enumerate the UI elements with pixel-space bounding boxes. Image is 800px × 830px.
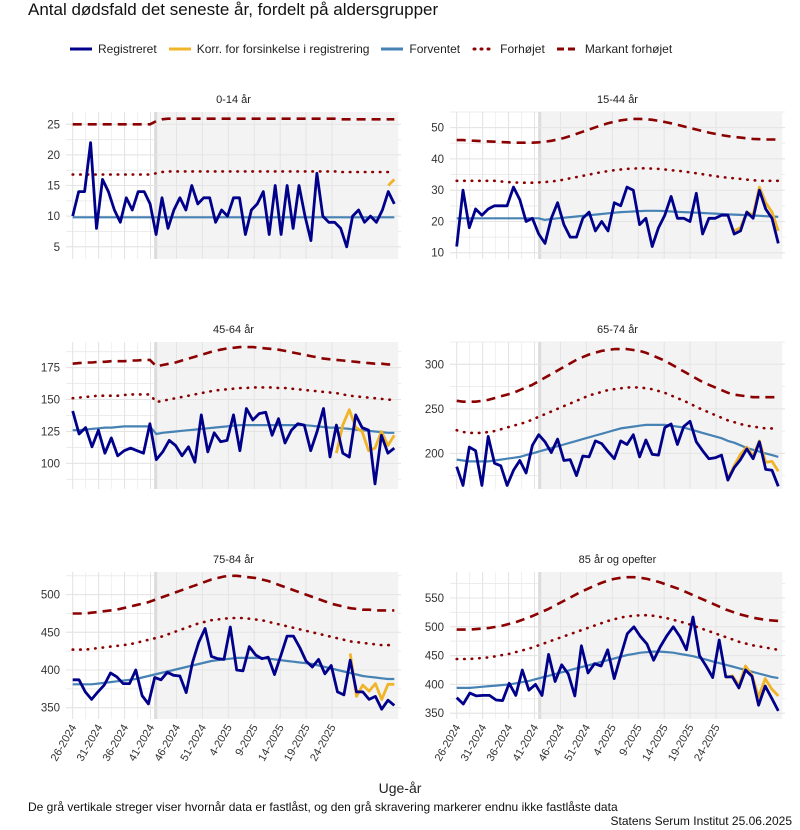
panel-1: 15-44 år 10 20 30 40 50 bbox=[431, 94, 785, 260]
panel-2: 45-64 år 100 125 150 175 bbox=[41, 324, 401, 489]
y-tick-label: 25 bbox=[47, 119, 60, 131]
series-line-registreret bbox=[71, 407, 396, 486]
panel-0: 0-14 år 5 10 15 20 25 bbox=[47, 94, 401, 259]
y-tick-label: 350 bbox=[41, 703, 60, 715]
series-line-registreret bbox=[455, 615, 780, 712]
unlocked-region bbox=[155, 342, 399, 489]
x-tick-label: 4-2025 bbox=[591, 723, 619, 759]
series-line-registreret bbox=[455, 419, 780, 487]
legend-swatch-markant bbox=[556, 47, 579, 51]
panel-title: 15-44 år bbox=[597, 94, 638, 106]
legend-label-korrigeret: Korr. for forsinkelse i registrering bbox=[196, 42, 370, 56]
series-line-forh-jet bbox=[71, 616, 396, 651]
y-tick-label: 400 bbox=[41, 665, 60, 677]
legend-swatch-korrigeret bbox=[168, 47, 191, 51]
series-line-korr-for-forsinkelse-i-registrering bbox=[335, 408, 396, 454]
y-tick-label: 175 bbox=[41, 363, 60, 375]
x-tick-label: 4-2025 bbox=[207, 723, 235, 759]
y-tick-label: 500 bbox=[425, 622, 444, 634]
y-tick-label: 10 bbox=[431, 248, 444, 260]
series-line-forh-jet bbox=[71, 170, 396, 176]
legend-label-registreret: Registreret bbox=[98, 42, 157, 56]
legend-swatch-registreret bbox=[70, 47, 92, 51]
legend-label-markant: Markant forhøjet bbox=[584, 42, 673, 56]
y-tick-label: 5 bbox=[54, 242, 60, 254]
y-tick-label: 50 bbox=[431, 123, 444, 135]
series-line-forh-jet bbox=[455, 613, 780, 661]
legend-item-korrigeret: Korr. for forsinkelse i registrering bbox=[168, 42, 370, 56]
series-line-registreret bbox=[72, 625, 396, 711]
y-tick-label: 150 bbox=[41, 395, 60, 407]
y-tick-label: 450 bbox=[425, 651, 444, 663]
source-credit: Statens Serum Institut 25.06.2025 bbox=[610, 814, 792, 828]
y-tick-label: 40 bbox=[431, 154, 444, 166]
series-line-markant-forh-jet bbox=[456, 347, 779, 403]
y-tick-label: 400 bbox=[425, 679, 444, 691]
panel-3: 65-74 år 200 250 300 bbox=[425, 324, 785, 489]
series-line-forventet bbox=[72, 656, 395, 686]
series-line-markant-forh-jet bbox=[72, 345, 395, 368]
legend-item-forhoejet: Forhøjet bbox=[472, 42, 545, 56]
series-line-forventet bbox=[456, 423, 779, 463]
y-tick-label: 30 bbox=[431, 185, 444, 197]
x-tick-label: 51-2024 bbox=[178, 723, 209, 764]
y-tick-label: 125 bbox=[41, 426, 60, 438]
series-line-forventet bbox=[72, 424, 395, 436]
panel-title: 65-74 år bbox=[597, 324, 638, 336]
panel-title: 85 år og opefter bbox=[579, 554, 657, 566]
series-line-registreret bbox=[71, 141, 396, 249]
legend-item-forventet: Forventet bbox=[381, 42, 460, 56]
series-line-markant-forh-jet bbox=[456, 117, 779, 144]
x-axis-title: Uge-år bbox=[378, 780, 422, 796]
y-tick-label: 550 bbox=[425, 593, 444, 605]
legend-item-markant: Markant forhøjet bbox=[556, 42, 673, 56]
y-tick-label: 250 bbox=[425, 404, 444, 416]
legend-label-forhoejet: Forhøjet bbox=[500, 42, 545, 56]
legend-label-forventet: Forventet bbox=[409, 42, 461, 56]
panel-title: 0-14 år bbox=[216, 94, 251, 106]
unlocked-region bbox=[155, 572, 399, 719]
x-tick-label: 24-2025 bbox=[692, 723, 723, 764]
y-tick-label: 300 bbox=[425, 359, 444, 371]
series-line-forh-jet bbox=[455, 167, 780, 184]
legend-swatch-forventet bbox=[381, 47, 404, 51]
series-line-forh-jet bbox=[71, 386, 396, 404]
y-tick-label: 20 bbox=[431, 216, 444, 228]
y-tick-label: 20 bbox=[47, 150, 60, 162]
x-tick-label: 9-2025 bbox=[617, 723, 645, 759]
x-tick-label: 9-2025 bbox=[233, 723, 261, 759]
panel-title: 75-84 år bbox=[213, 554, 254, 566]
x-tick-label: 51-2024 bbox=[562, 723, 593, 764]
panel-5: 85 år og opefter35040045050055026-202431… bbox=[425, 554, 785, 763]
y-tick-label: 200 bbox=[425, 448, 444, 460]
panel-4: 75-84 år35040045050026-202431-202436-202… bbox=[41, 554, 401, 763]
legend-item-registreret: Registreret bbox=[70, 42, 157, 56]
y-tick-label: 500 bbox=[41, 590, 60, 602]
series-line-korr-for-forsinkelse-i-registrering bbox=[348, 653, 395, 701]
series-line-markant-forh-jet bbox=[456, 575, 779, 631]
y-tick-label: 350 bbox=[425, 708, 444, 720]
legend: Registreret Korr. for forsinkelse i regi… bbox=[70, 42, 684, 56]
page-title: Antal dødsfald det seneste år, fordelt p… bbox=[28, 0, 439, 19]
y-tick-label: 10 bbox=[47, 211, 60, 223]
footnote: De grå vertikale streger viser hvornår d… bbox=[28, 800, 618, 814]
series-line-markant-forh-jet bbox=[72, 117, 395, 126]
x-tick-label: 24-2025 bbox=[308, 723, 339, 764]
series-line-korr-for-forsinkelse-i-registrering bbox=[387, 178, 396, 187]
series-line-registreret bbox=[455, 185, 780, 248]
y-tick-label: 100 bbox=[41, 458, 60, 470]
series-line-markant-forh-jet bbox=[72, 574, 395, 615]
y-tick-label: 450 bbox=[41, 627, 60, 639]
panel-title: 45-64 år bbox=[213, 324, 254, 336]
y-tick-label: 15 bbox=[47, 181, 60, 193]
